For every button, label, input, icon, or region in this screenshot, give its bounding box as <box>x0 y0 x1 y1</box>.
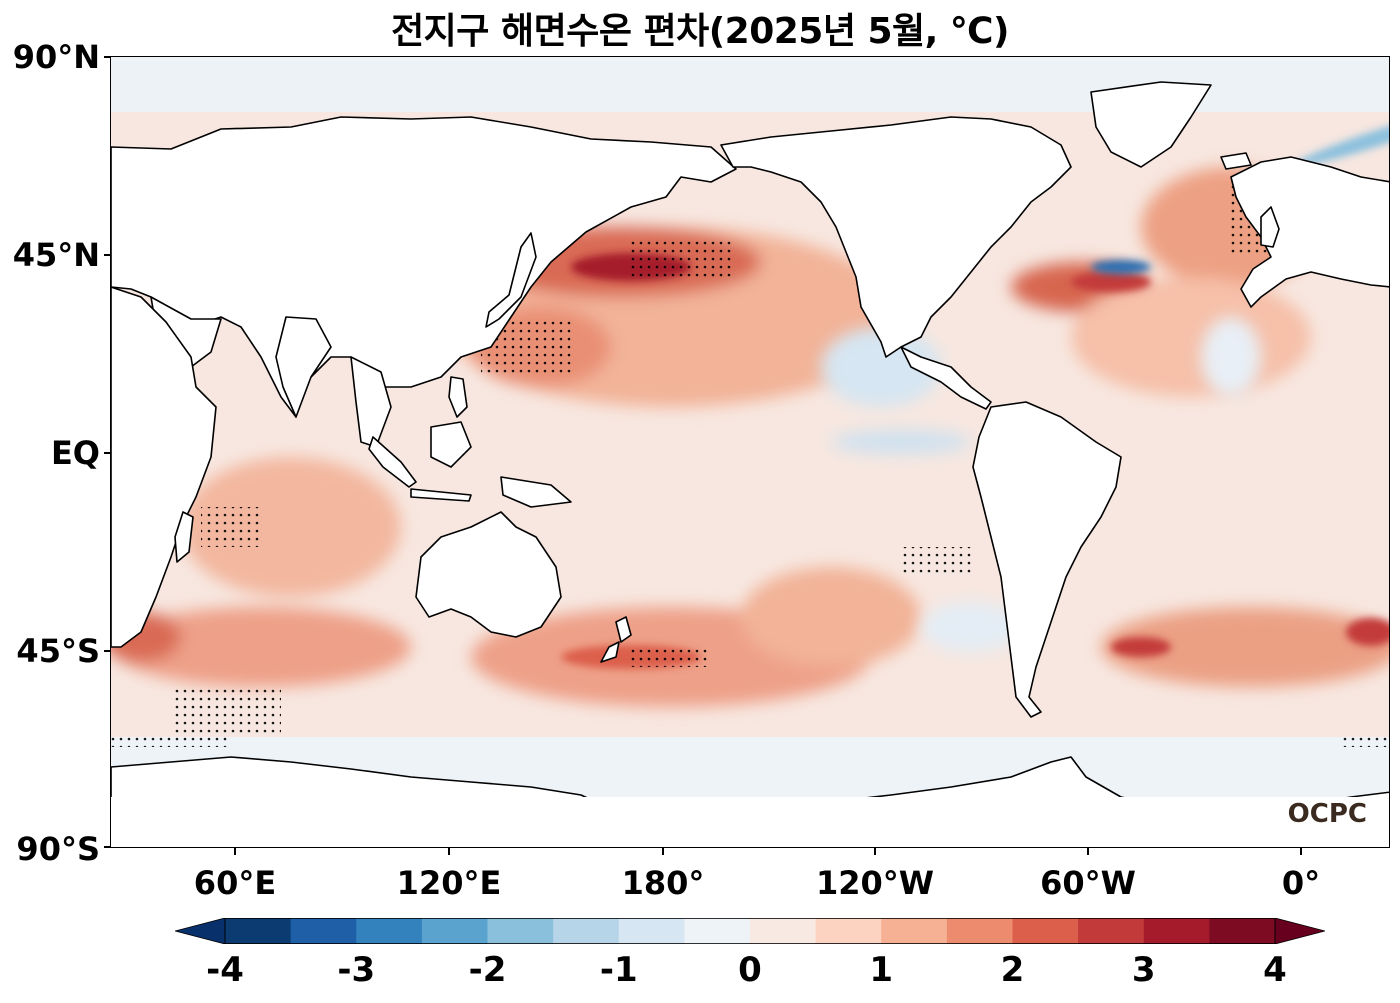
colorbar-tick-label: 4 <box>1263 950 1287 990</box>
colorbar-cell <box>1012 918 1079 944</box>
colorbar-cell <box>1143 918 1210 944</box>
south-indian-warm <box>111 607 411 687</box>
colorbar-cell <box>1078 918 1145 944</box>
warm-core <box>1346 618 1389 646</box>
south-atlantic-warm <box>1101 607 1389 687</box>
colorbar-max-extension <box>1274 918 1325 944</box>
central-america <box>900 346 992 410</box>
indian-ocean-warm <box>181 457 401 597</box>
colorbar-tick-label: -1 <box>599 950 638 990</box>
cool-anomalies <box>821 317 1261 652</box>
colorbar-tick-label: 0 <box>738 950 762 990</box>
new-zealand-south <box>600 641 620 663</box>
gulf-stream-cool-core <box>1091 260 1151 274</box>
lat-label-90s: 90°S <box>16 830 100 868</box>
colorbar-cell <box>684 918 751 944</box>
lon-label-120e: 120°E <box>396 864 502 902</box>
lat-label-90n: 90°N <box>12 38 100 76</box>
colorbar-cell <box>750 918 817 944</box>
equatorial-pacific-cool <box>831 430 971 454</box>
ocpc-logo: OCPC <box>1287 799 1367 829</box>
colorbar <box>175 918 1325 944</box>
lon-label-180: 180° <box>621 864 705 902</box>
warm-core <box>1071 272 1151 292</box>
map-canvas <box>111 57 1389 847</box>
iceland <box>1220 152 1252 170</box>
lon-label-60e: 60°E <box>193 864 277 902</box>
colorbar-tick-label: 2 <box>1000 950 1025 990</box>
india <box>275 316 332 418</box>
sst-anomaly-map: OCPC <box>110 56 1390 848</box>
colorbar-cells <box>225 918 1276 944</box>
japan <box>485 232 537 328</box>
map-title: 전지구 해면수온 편차(2025년 5월, ℃) <box>391 11 1009 52</box>
colorbar-cell <box>290 918 357 944</box>
new-zealand <box>615 616 632 643</box>
lat-label-eq: EQ <box>50 434 100 472</box>
antarctic-interior <box>111 797 1389 847</box>
colorbar-cell <box>946 918 1013 944</box>
colorbar-cell <box>356 918 423 944</box>
ne-pacific-cool <box>821 327 941 407</box>
madagascar <box>174 511 194 563</box>
warm-core <box>1111 637 1171 657</box>
lon-tick <box>1087 848 1089 855</box>
colorbar-tick-label: -3 <box>337 950 376 990</box>
lon-tick <box>1300 848 1302 855</box>
colorbar-tick-label: -2 <box>468 950 507 990</box>
lon-tick <box>234 848 236 855</box>
colorbar-min-extension <box>175 918 226 944</box>
africa <box>111 286 217 648</box>
arctic-cool-band <box>1295 108 1389 166</box>
colorbar-cell <box>487 918 554 944</box>
lon-label-60w: 60°W <box>1040 864 1136 902</box>
sc-pacific-warm <box>741 567 921 667</box>
lon-tick <box>874 848 876 855</box>
colorbar-tick-label: -4 <box>206 950 244 990</box>
lat-tick <box>104 254 110 256</box>
great-britain <box>1260 206 1280 248</box>
colorbar-cell <box>618 918 685 944</box>
australia <box>415 511 562 638</box>
colorbar-cell <box>225 918 292 944</box>
south-america <box>972 401 1122 718</box>
indonesia-java <box>410 488 472 502</box>
colorbar-cell <box>815 918 882 944</box>
colorbar-cell <box>881 918 948 944</box>
lon-label-0: 0° <box>1281 864 1321 902</box>
se-pacific-cool <box>921 602 1021 652</box>
lon-tick <box>448 848 450 855</box>
lat-tick <box>104 452 110 454</box>
lon-tick <box>662 848 664 855</box>
new-guinea <box>500 476 572 508</box>
indonesia-borneo <box>430 421 472 468</box>
north-america <box>720 116 1072 358</box>
subtropical-atlantic-cool <box>1201 317 1261 397</box>
colorbar-cell <box>553 918 620 944</box>
colorbar-cell <box>421 918 488 944</box>
colorbar-outline <box>224 918 1276 944</box>
lat-tick <box>104 846 110 848</box>
greenland <box>1090 81 1212 168</box>
lat-tick <box>104 650 110 652</box>
colorbar-cell <box>1209 918 1276 944</box>
philippines <box>448 376 468 418</box>
indonesia-sumatra <box>368 436 417 488</box>
colorbar-tick-label: 1 <box>869 950 894 990</box>
lat-label-45n: 45°N <box>12 236 100 274</box>
lat-label-45s: 45°S <box>16 632 100 670</box>
lon-label-120w: 120°W <box>815 864 935 902</box>
north-atlantic-warm <box>1071 277 1311 397</box>
lat-tick <box>104 56 110 58</box>
colorbar-tick-label: 3 <box>1131 950 1156 990</box>
eurasia <box>111 116 737 418</box>
landmasses <box>111 81 1389 847</box>
